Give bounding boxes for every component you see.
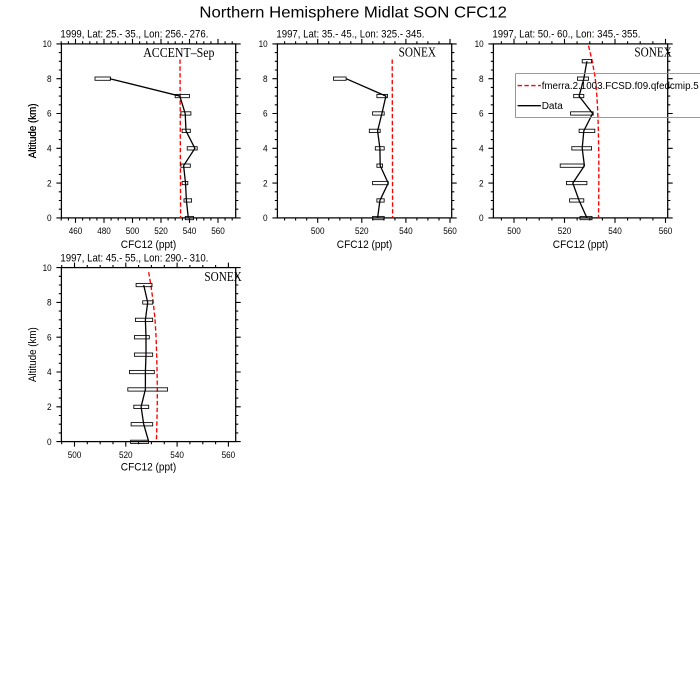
svg-text:520: 520	[558, 225, 572, 236]
svg-text:6: 6	[479, 108, 484, 119]
svg-text:480: 480	[97, 225, 111, 236]
svg-text:4: 4	[47, 366, 52, 377]
svg-text:CFC12 (ppt): CFC12 (ppt)	[553, 239, 608, 251]
svg-text:6: 6	[263, 108, 268, 119]
svg-text:CFC12 (ppt): CFC12 (ppt)	[121, 462, 176, 474]
svg-text:Northern Hemisphere Midlat SON: Northern Hemisphere Midlat SON CFC12	[199, 4, 507, 21]
svg-text:10: 10	[43, 262, 52, 273]
svg-text:540: 540	[170, 449, 184, 460]
svg-text:SONEX: SONEX	[399, 45, 436, 60]
svg-text:6: 6	[47, 108, 52, 119]
svg-text:4: 4	[263, 143, 268, 154]
svg-text:4: 4	[47, 143, 52, 154]
svg-text:520: 520	[119, 449, 133, 460]
svg-text:SONEX: SONEX	[634, 45, 671, 60]
svg-text:4: 4	[479, 143, 484, 154]
svg-text:2: 2	[47, 401, 52, 412]
svg-text:Altitude (km): Altitude (km)	[27, 104, 39, 159]
svg-text:520: 520	[154, 225, 168, 236]
svg-text:1997, Lat: 35.- 45., Lon: 325.: 1997, Lat: 35.- 45., Lon: 325.- 345.	[276, 28, 424, 40]
svg-text:560: 560	[211, 225, 225, 236]
svg-text:2: 2	[479, 177, 484, 188]
svg-text:Data: Data	[542, 101, 564, 112]
svg-text:SONEX: SONEX	[204, 269, 241, 284]
svg-text:540: 540	[183, 225, 197, 236]
svg-text:ACCENT–Sep: ACCENT–Sep	[143, 45, 214, 60]
svg-text:460: 460	[69, 225, 83, 236]
svg-text:1999, Lat: 25.- 35., Lon: 256.: 1999, Lat: 25.- 35., Lon: 256.- 276.	[60, 28, 208, 40]
svg-text:500: 500	[311, 225, 325, 236]
svg-text:0: 0	[47, 212, 52, 223]
svg-text:560: 560	[659, 225, 673, 236]
svg-text:1997, Lat: 50.- 60., Lon: 345.: 1997, Lat: 50.- 60., Lon: 345.- 355.	[492, 28, 640, 40]
svg-text:CFC12 (ppt): CFC12 (ppt)	[337, 239, 392, 251]
svg-text:500: 500	[507, 225, 521, 236]
svg-text:0: 0	[263, 212, 268, 223]
svg-text:2: 2	[47, 177, 52, 188]
svg-text:8: 8	[47, 73, 52, 84]
svg-text:Altitude (km): Altitude (km)	[27, 104, 39, 159]
svg-text:10: 10	[475, 38, 484, 49]
svg-text:2: 2	[263, 177, 268, 188]
svg-text:8: 8	[47, 297, 52, 308]
svg-text:fmerra.2.1003.FCSD.f09.qfedcmi: fmerra.2.1003.FCSD.f09.qfedcmip.5	[542, 81, 699, 92]
svg-text:0: 0	[47, 436, 52, 447]
svg-text:500: 500	[126, 225, 140, 236]
svg-text:Altitude (km): Altitude (km)	[27, 104, 39, 159]
svg-text:6: 6	[47, 331, 52, 342]
svg-text:560: 560	[222, 449, 236, 460]
svg-text:8: 8	[479, 73, 484, 84]
svg-text:560: 560	[443, 225, 457, 236]
svg-text:540: 540	[608, 225, 622, 236]
svg-text:CFC12 (ppt): CFC12 (ppt)	[121, 239, 176, 251]
svg-text:Altitude (km): Altitude (km)	[27, 327, 39, 382]
svg-text:0: 0	[479, 212, 484, 223]
svg-text:540: 540	[399, 225, 413, 236]
svg-text:8: 8	[263, 73, 268, 84]
svg-text:1997, Lat: 45.- 55., Lon: 290.: 1997, Lat: 45.- 55., Lon: 290.- 310.	[60, 253, 208, 265]
svg-text:500: 500	[68, 449, 82, 460]
svg-text:10: 10	[259, 38, 268, 49]
svg-text:520: 520	[355, 225, 369, 236]
svg-text:10: 10	[43, 38, 52, 49]
